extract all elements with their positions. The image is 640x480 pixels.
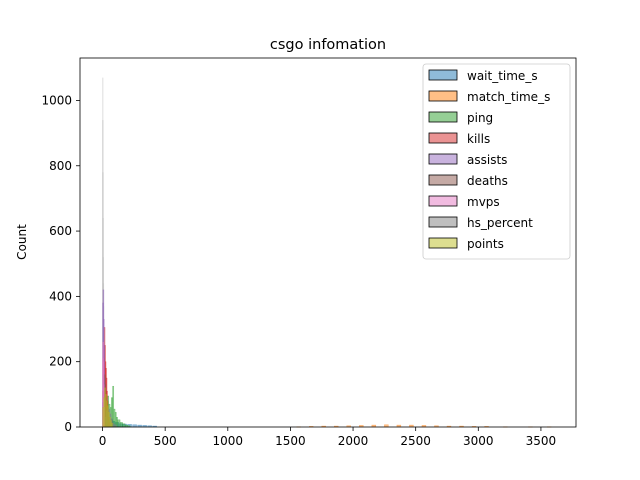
legend-swatch-ping — [428, 111, 458, 123]
legend-label-assists: assists — [467, 153, 507, 167]
legend-swatch-match-time-s — [428, 90, 458, 102]
y-tick-label: 600 — [49, 224, 72, 238]
points-bar-9 — [111, 422, 113, 428]
x-tick-label: 2500 — [400, 434, 431, 448]
x-tick-label: 500 — [154, 434, 177, 448]
legend-label-points: points — [467, 237, 504, 251]
background-spike-bar-1 — [102, 120, 104, 427]
x-tick-label: 3000 — [463, 434, 494, 448]
legend-swatch-kills — [428, 132, 458, 144]
plot-frame — [79, 57, 577, 428]
legend-swatch-hs-percent — [428, 216, 458, 228]
ping-bar-13 — [122, 423, 126, 428]
legend-swatch-points — [428, 237, 458, 249]
legend-swatch-wait-time-s — [428, 69, 458, 81]
x-tick-label: 1000 — [213, 434, 244, 448]
legend-box — [422, 63, 571, 260]
chart-title: csgo infomation — [270, 37, 386, 53]
legend-label-ping: ping — [467, 111, 493, 125]
legend-swatch-deaths — [428, 174, 458, 186]
legend-label-match-time-s: match_time_s — [467, 90, 550, 104]
x-tick-label: 2000 — [338, 434, 369, 448]
legend-label-wait-time-s: wait_time_s — [467, 69, 538, 83]
background-spike-bar-0 — [102, 77, 104, 427]
y-tick-label: 800 — [49, 159, 72, 173]
y-tick-label: 0 — [64, 420, 72, 434]
x-tick-label: 1500 — [275, 434, 306, 448]
y-tick-label: 200 — [49, 355, 72, 369]
legend-label-hs-percent: hs_percent — [467, 216, 533, 230]
legend-label-kills: kills — [467, 132, 490, 146]
x-tick-label: 3500 — [526, 434, 557, 448]
y-tick-label: 1000 — [41, 93, 72, 107]
legend-label-deaths: deaths — [467, 174, 508, 188]
y-axis-label: Count — [15, 224, 29, 260]
y-tick-label: 400 — [49, 289, 72, 303]
x-tick-label: 0 — [99, 434, 107, 448]
ping-bar-12 — [119, 422, 123, 428]
axes-layer: 0 500 1000 1500 2000 2500 3000 3500 0 200 400 600 80… — [41, 57, 577, 448]
legend-swatch-assists — [428, 153, 458, 165]
legend-swatch-mvps — [428, 195, 458, 207]
legend-label-mvps: mvps — [467, 195, 500, 209]
ping-bar-11 — [117, 419, 121, 428]
